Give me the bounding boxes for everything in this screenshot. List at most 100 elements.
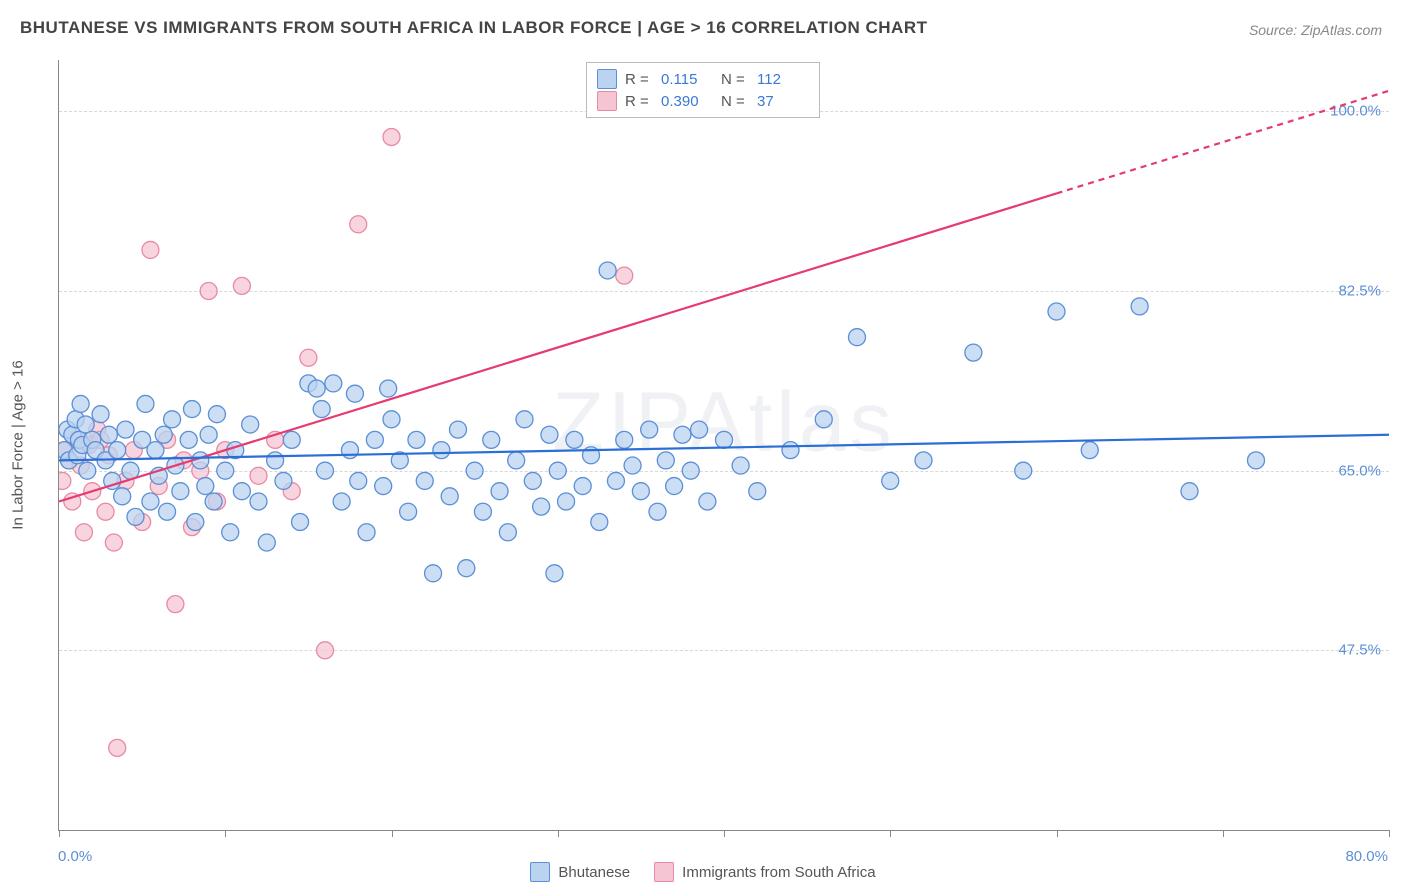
scatter-point-blue [691,421,708,438]
scatter-point-blue [172,483,189,500]
x-tick [392,830,393,837]
scatter-point-blue [466,462,483,479]
scatter-point-blue [164,411,181,428]
legend-label-pink: Immigrants from South Africa [682,864,875,881]
legend-series: Bhutanese Immigrants from South Africa [0,862,1406,882]
x-tick [558,830,559,837]
swatch-pink [597,91,617,111]
scatter-point-pink [105,534,122,551]
trend-line-pink-extrapolated [1057,91,1390,194]
x-tick [890,830,891,837]
scatter-point-blue [117,421,134,438]
scatter-point-pink [616,267,633,284]
scatter-point-blue [616,431,633,448]
x-tick [1057,830,1058,837]
swatch-blue [597,69,617,89]
source-attribution: Source: ZipAtlas.com [1249,22,1382,38]
scatter-point-blue [591,514,608,531]
scatter-point-blue [346,385,363,402]
scatter-point-blue [1081,442,1098,459]
scatter-point-blue [208,406,225,423]
legend-item-blue: Bhutanese [530,862,630,882]
x-tick [724,830,725,837]
scatter-point-blue [915,452,932,469]
scatter-point-blue [341,442,358,459]
n-value-blue: 112 [757,71,809,88]
scatter-point-blue [380,380,397,397]
scatter-point-blue [100,426,117,443]
scatter-point-blue [641,421,658,438]
scatter-point-blue [242,416,259,433]
n-label: N = [721,71,749,88]
scatter-point-blue [79,462,96,479]
scatter-point-blue [147,442,164,459]
scatter-point-blue [114,488,131,505]
legend-stats-row-blue: R = 0.115 N = 112 [597,68,809,90]
scatter-point-blue [325,375,342,392]
scatter-point-blue [416,472,433,489]
scatter-point-pink [383,129,400,146]
scatter-point-blue [483,431,500,448]
scatter-point-blue [137,395,154,412]
scatter-point-blue [632,483,649,500]
scatter-point-blue [250,493,267,510]
scatter-point-blue [599,262,616,279]
scatter-point-pink [350,216,367,233]
scatter-point-blue [815,411,832,428]
scatter-point-blue [425,565,442,582]
scatter-point-blue [965,344,982,361]
scatter-point-blue [159,503,176,520]
scatter-point-pink [200,283,217,300]
scatter-point-pink [167,596,184,613]
scatter-point-blue [666,478,683,495]
scatter-point-blue [408,431,425,448]
scatter-point-blue [649,503,666,520]
scatter-point-blue [350,472,367,489]
scatter-point-blue [155,426,172,443]
scatter-point-blue [358,524,375,541]
scatter-point-blue [516,411,533,428]
scatter-point-blue [317,462,334,479]
scatter-point-pink [317,642,334,659]
scatter-point-blue [72,395,89,412]
scatter-point-blue [184,401,201,418]
legend-stats-row-pink: R = 0.390 N = 37 [597,90,809,112]
scatter-point-blue [1181,483,1198,500]
scatter-point-blue [450,421,467,438]
scatter-point-blue [292,514,309,531]
scatter-point-blue [200,426,217,443]
scatter-point-blue [607,472,624,489]
scatter-point-blue [275,472,292,489]
legend-label-blue: Bhutanese [558,864,630,881]
scatter-point-blue [533,498,550,515]
plot-area: ZIPAtlas 47.5%65.0%82.5%100.0% [58,60,1389,831]
scatter-point-blue [1048,303,1065,320]
x-tick [1389,830,1390,837]
scatter-point-pink [233,277,250,294]
y-axis-label: In Labor Force | Age > 16 [10,360,27,529]
scatter-point-blue [308,380,325,397]
scatter-point-blue [524,472,541,489]
scatter-point-blue [383,411,400,428]
scatter-point-blue [1015,462,1032,479]
scatter-point-blue [491,483,508,500]
scatter-point-blue [474,503,491,520]
scatter-point-pink [59,472,71,489]
scatter-point-blue [313,401,330,418]
scatter-point-pink [300,349,317,366]
scatter-point-blue [333,493,350,510]
legend-item-pink: Immigrants from South Africa [654,862,875,882]
trend-line-pink [59,193,1057,501]
r-label: R = [625,71,653,88]
scatter-point-pink [250,467,267,484]
scatter-point-blue [574,478,591,495]
scatter-point-blue [674,426,691,443]
scatter-point-blue [657,452,674,469]
scatter-point-blue [558,493,575,510]
scatter-point-blue [566,431,583,448]
x-tick [1223,830,1224,837]
scatter-point-blue [127,508,144,525]
scatter-point-blue [233,483,250,500]
scatter-point-blue [716,431,733,448]
scatter-point-blue [142,493,159,510]
